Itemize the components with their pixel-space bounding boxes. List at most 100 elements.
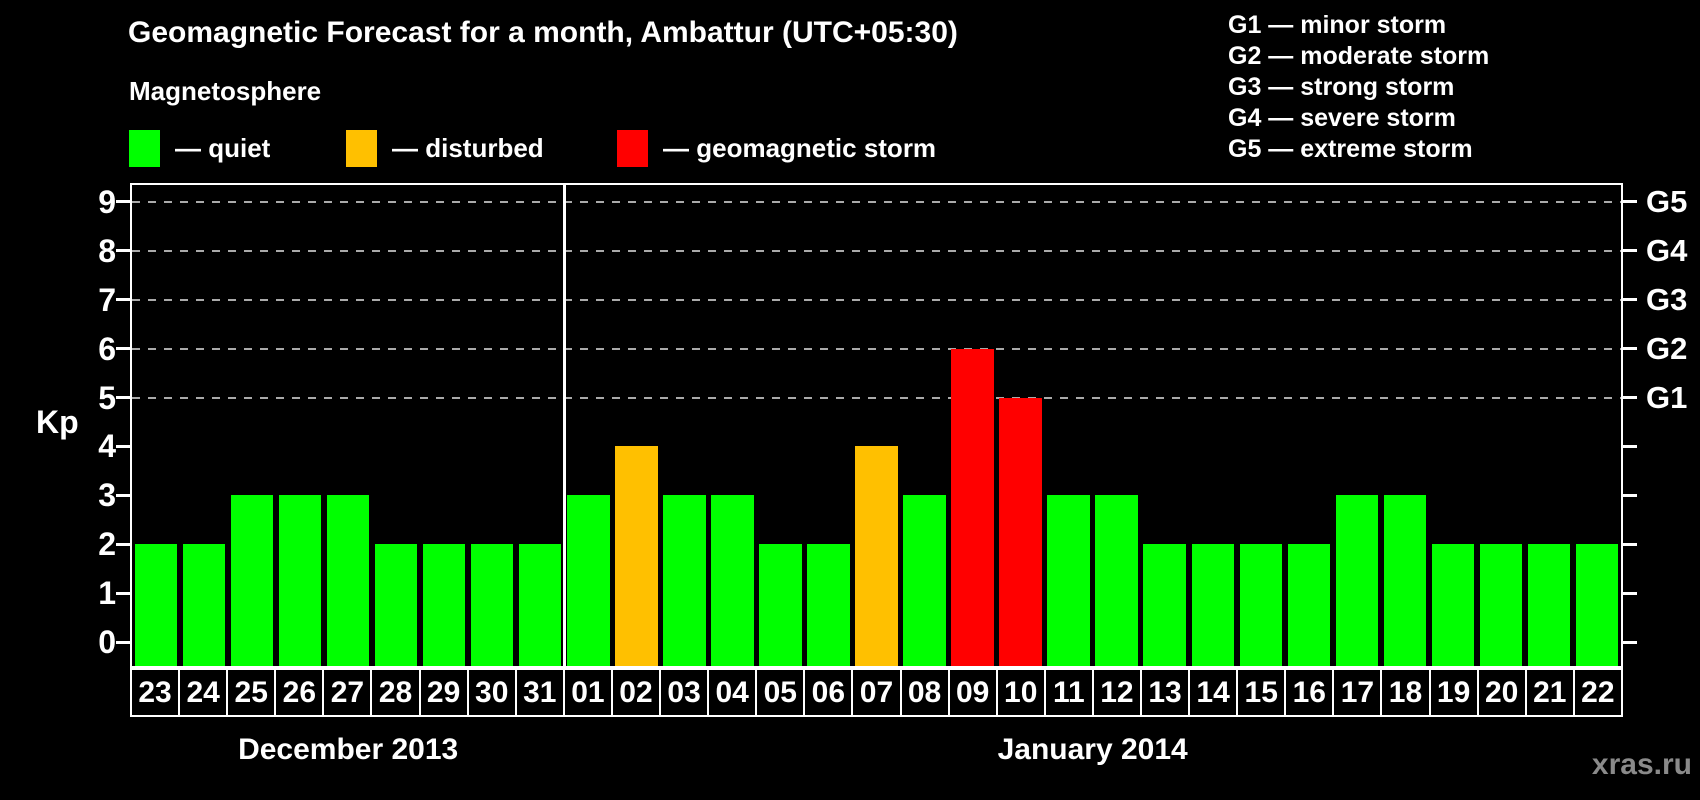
bar-day-01 (567, 495, 610, 666)
axis-tick-kp4 (116, 444, 130, 448)
day-cell-24: 24 (180, 670, 229, 715)
bar-day-31 (519, 544, 562, 666)
legend-item-disturbed: — disturbed (346, 130, 544, 167)
day-cell-21: 21 (1527, 670, 1575, 715)
g-legend-line-3: G3 — strong storm (1228, 73, 1455, 101)
axis-tick-kp5 (1623, 396, 1637, 400)
gridline-kp8 (132, 249, 1621, 252)
legend-item-storm: — geomagnetic storm (617, 130, 936, 167)
g-level-label-g4: G4 (1646, 232, 1688, 268)
gridline-kp7 (132, 298, 1621, 301)
bar-day-20 (1479, 544, 1523, 666)
g-level-label-g5: G5 (1646, 183, 1688, 219)
axis-tick-kp1 (116, 591, 130, 595)
day-cell-13: 13 (1142, 670, 1191, 715)
bar-day-09 (951, 348, 994, 666)
y-tick-label-8: 8 (98, 232, 116, 269)
g-level-label-g3: G3 (1646, 281, 1688, 317)
g-level-label-g2: G2 (1646, 330, 1688, 366)
axis-tick-kp9 (116, 200, 130, 204)
y-tick-label-5: 5 (98, 379, 116, 416)
bar-day-04 (711, 495, 754, 666)
bar-day-13 (1143, 544, 1186, 666)
day-cell-01: 01 (565, 670, 613, 715)
bar-day-27 (326, 495, 370, 666)
day-cell-08: 08 (902, 670, 950, 715)
watermark: xras.ru (1591, 748, 1692, 781)
axis-tick-kp2 (1623, 542, 1637, 546)
plot-area (116, 183, 1637, 668)
day-cell-29: 29 (421, 670, 469, 715)
magnetosphere-legend-title: Magnetosphere (129, 76, 322, 106)
bar-day-10 (999, 397, 1042, 666)
bar-day-24 (182, 544, 226, 666)
g-scale-legend: G1 — minor storm G2 — moderate storm G3 — … (1228, 10, 1489, 165)
x-axis-day-row: 23 24 25 26 27 28 29 30 31 01 02 03 04 05 06 07 08 09 10 11… (130, 668, 1623, 717)
bar-day-11 (1047, 495, 1090, 666)
bar-day-29 (422, 544, 466, 666)
day-cell-07: 07 (853, 670, 902, 715)
bar-day-19 (1431, 544, 1475, 666)
day-cell-28: 28 (372, 670, 421, 715)
day-cell-23: 23 (132, 670, 181, 715)
day-cell-11: 11 (1046, 670, 1094, 715)
bar-day-14 (1191, 544, 1234, 666)
bar-day-07 (855, 446, 898, 666)
g-legend-line-2: G2 — moderate storm (1228, 42, 1490, 70)
y-tick-label-9: 9 (98, 183, 116, 220)
axis-tick-kp7 (116, 298, 130, 302)
month-label-december: December 2013 (238, 733, 459, 766)
month-label-january: January 2014 (997, 733, 1188, 766)
legend-label-storm: — geomagnetic storm (663, 133, 937, 163)
bar-day-17 (1335, 495, 1379, 666)
legend-swatch-storm (617, 130, 648, 167)
y-tick-label-2: 2 (98, 526, 116, 563)
month-separator-line (562, 185, 566, 666)
bar-day-30 (471, 544, 514, 666)
g-legend-line-5: G5 — extreme storm (1228, 135, 1473, 163)
y-tick-label-1: 1 (98, 575, 116, 612)
gridline-kp5 (132, 396, 1621, 399)
day-cell-12: 12 (1094, 670, 1142, 715)
g-level-label-g1: G1 (1646, 379, 1688, 415)
bar-day-15 (1239, 544, 1282, 666)
day-cell-16: 16 (1286, 670, 1335, 715)
axis-tick-kp3 (1623, 493, 1637, 497)
day-cell-02: 02 (613, 670, 662, 715)
bar-day-05 (759, 544, 802, 666)
day-cell-15: 15 (1238, 670, 1287, 715)
legend-item-quiet: — quiet (129, 130, 270, 167)
day-cell-27: 27 (324, 670, 373, 715)
axis-tick-kp4 (1623, 444, 1637, 448)
axis-tick-kp6 (1623, 347, 1637, 351)
axis-tick-kp8 (116, 249, 130, 253)
axis-tick-kp3 (116, 493, 130, 497)
day-cell-22: 22 (1581, 675, 1615, 709)
bar-day-23 (134, 544, 178, 666)
y-axis-title: Kp (36, 404, 79, 440)
axis-tick-kp2 (116, 542, 130, 546)
y-tick-label-3: 3 (98, 477, 116, 514)
y-tick-label-0: 0 (98, 624, 116, 660)
legend-swatch-quiet (129, 130, 160, 167)
axis-tick-kp6 (116, 347, 130, 351)
day-cell-10: 10 (998, 670, 1046, 715)
day-cell-30: 30 (469, 670, 517, 715)
bar-day-16 (1287, 544, 1330, 666)
day-cell-04: 04 (709, 670, 758, 715)
day-cell-18: 18 (1382, 670, 1431, 715)
bar-day-28 (374, 544, 418, 666)
day-cell-19: 19 (1431, 670, 1479, 715)
day-cell-26: 26 (276, 670, 325, 715)
page-title: Geomagnetic Forecast for a month, Ambatt… (128, 16, 958, 49)
day-cell-17: 17 (1334, 670, 1383, 715)
legend-label-disturbed: — disturbed (392, 133, 544, 163)
bar-day-22 (1575, 544, 1619, 666)
bar-day-08 (903, 495, 946, 666)
bar-day-12 (1095, 495, 1138, 666)
bar-day-26 (278, 495, 322, 666)
day-cell-09: 09 (950, 670, 998, 715)
bar-day-02 (615, 446, 658, 666)
axis-tick-kp5 (116, 396, 130, 400)
axis-tick-kp9 (1623, 200, 1637, 204)
